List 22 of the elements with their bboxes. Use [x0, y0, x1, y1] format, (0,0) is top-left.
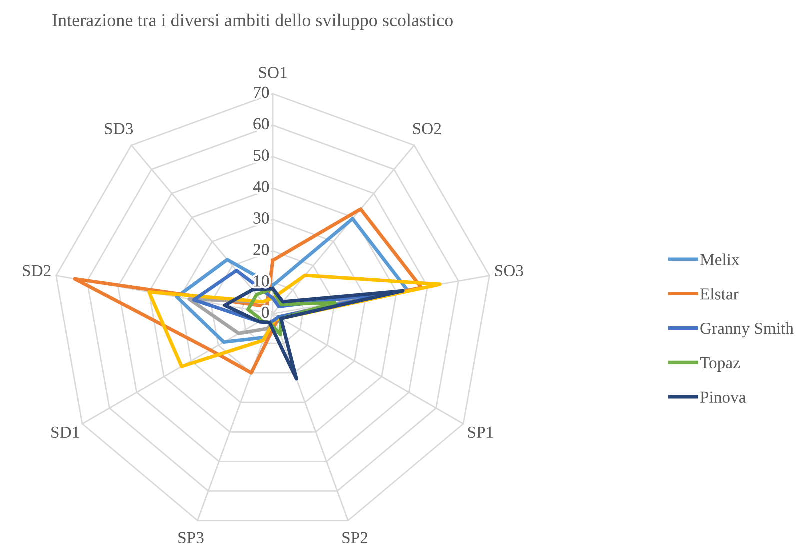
legend-label: Pinova — [700, 392, 746, 404]
spoke-label: SP3 — [178, 532, 204, 544]
legend-label: Melix — [700, 254, 740, 266]
spoke-label: SD1 — [52, 426, 80, 438]
y-tick-label: 70 — [254, 86, 270, 98]
y-tick-label: 50 — [254, 150, 270, 162]
spoke-label: SO2 — [413, 123, 442, 134]
spoke-label: SP1 — [468, 426, 494, 438]
spoke-label: SO3 — [495, 265, 524, 277]
legend-label: Topaz — [700, 358, 740, 372]
legend-label: Granny Smith — [700, 322, 794, 338]
y-tick-label: 60 — [254, 118, 270, 130]
y-tick-label: 20 — [254, 244, 270, 256]
legend-label: Elstar — [700, 288, 739, 300]
y-tick-label: 0 — [262, 306, 270, 318]
y-tick-label: 30 — [254, 212, 270, 224]
spoke-label: SO1 — [259, 67, 287, 78]
spoke-label: SD3 — [105, 123, 134, 134]
chart-title: Interazione tra i diversi ambiti dello sviluppo scolastico — [52, 14, 453, 30]
spoke-label: SP2 — [342, 532, 368, 544]
spoke-label: SD2 — [23, 265, 51, 277]
y-tick-label: 40 — [253, 181, 270, 192]
